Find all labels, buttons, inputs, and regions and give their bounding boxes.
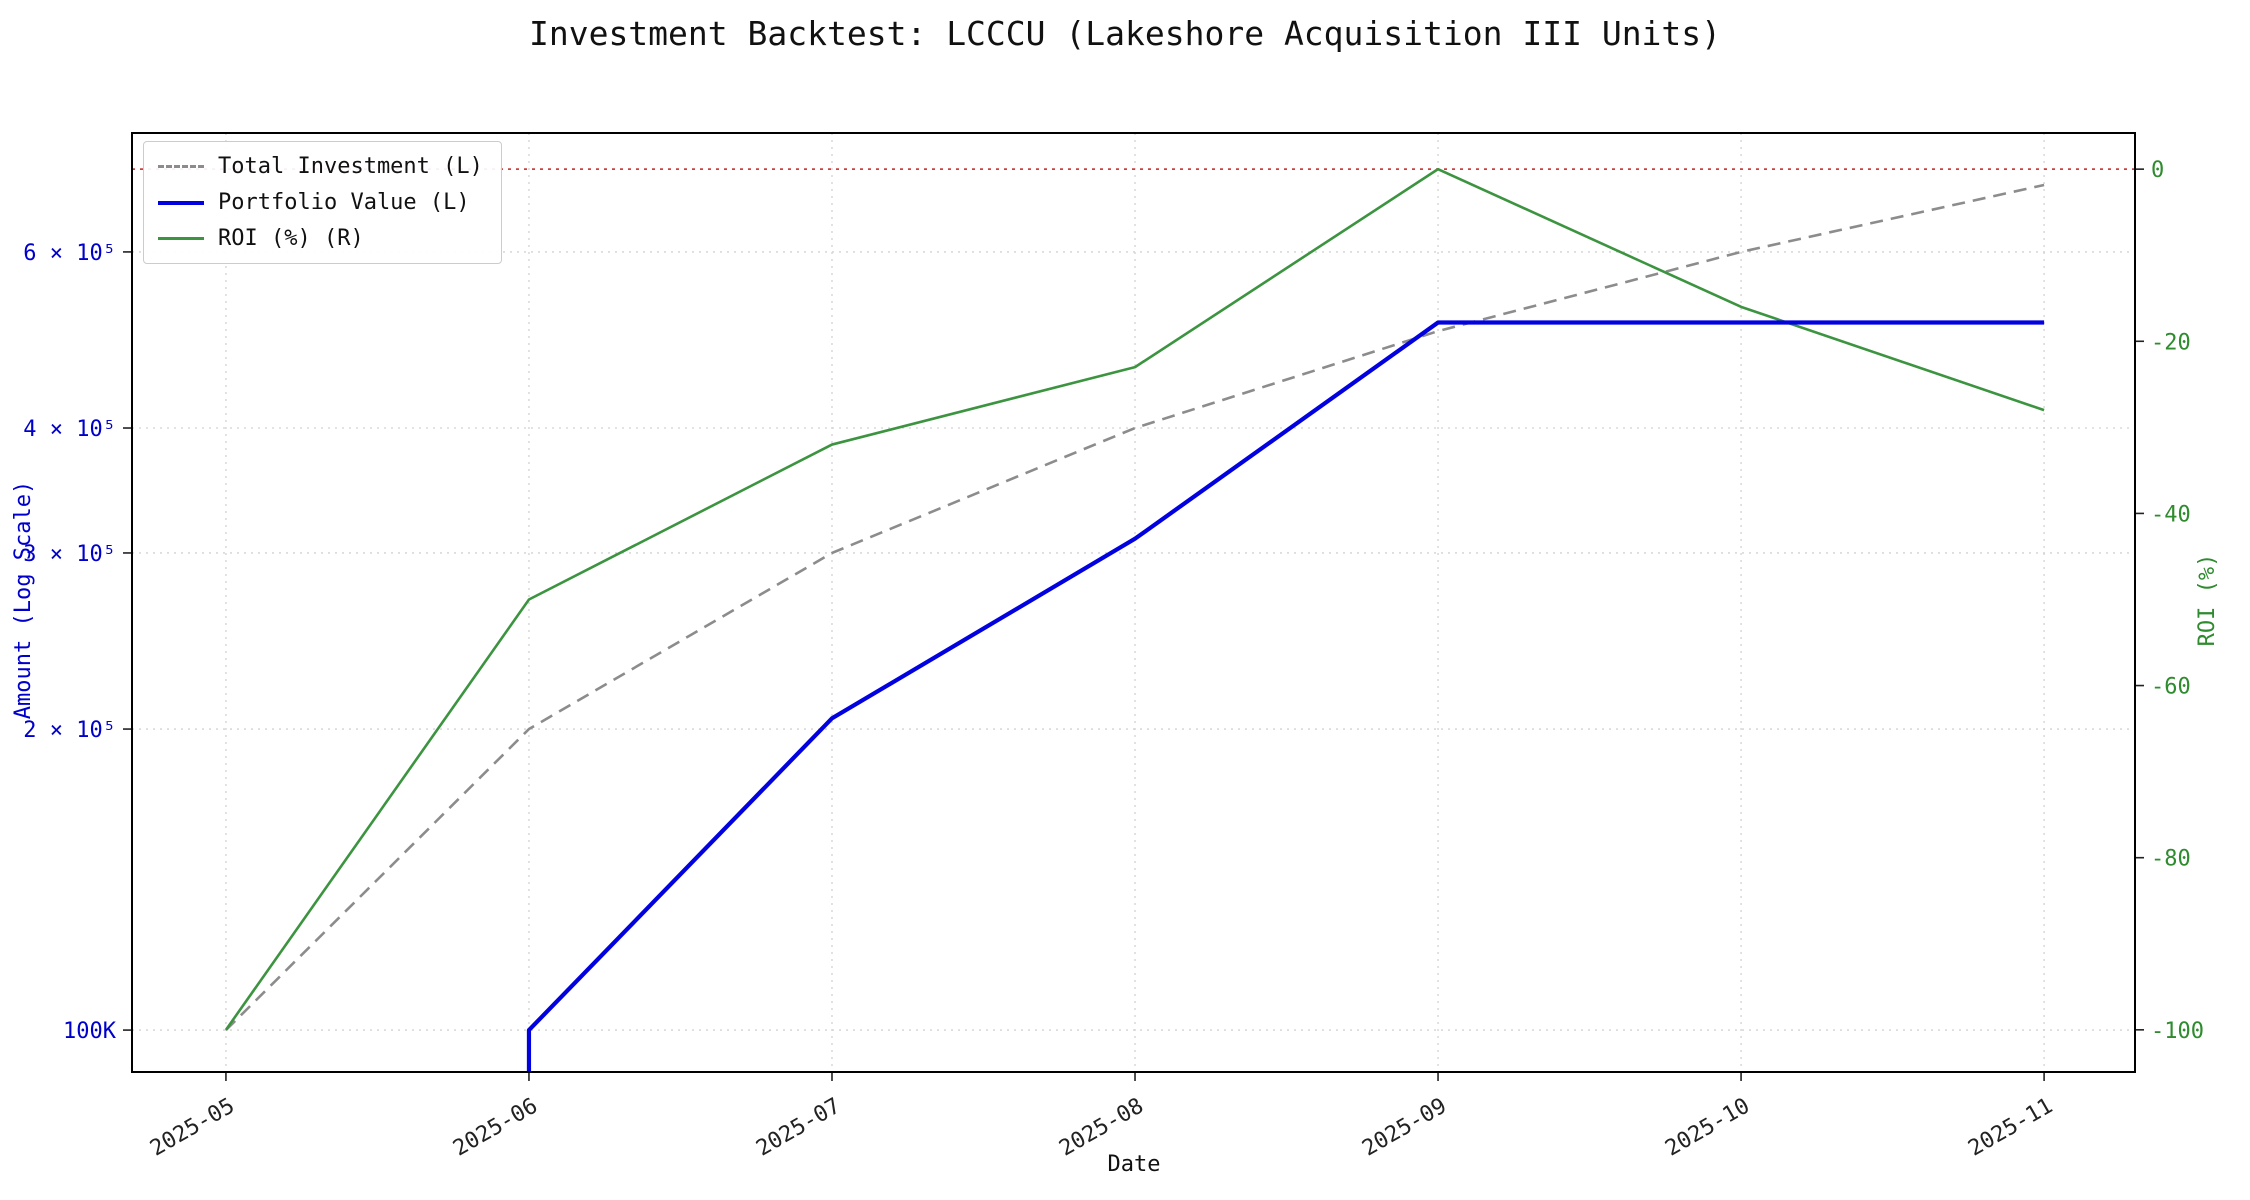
right-tick-label: -60: [2151, 675, 2191, 700]
legend-line-sample-dashed: [158, 165, 204, 168]
left-tick-label: 100K: [63, 1019, 117, 1044]
left-tick-label: 2 × 10⁵: [23, 718, 116, 743]
right-tick-label: -20: [2151, 330, 2191, 355]
chart-title: Investment Backtest: LCCCU (Lakeshore Ac…: [528, 14, 1722, 53]
right-tick-label: -80: [2151, 847, 2191, 872]
plot-border: [131, 132, 2136, 1073]
plot-background: [132, 133, 2135, 1072]
legend-label: Total Investment (L): [218, 154, 483, 179]
right-tick-label: -40: [2151, 502, 2191, 527]
left-tick-label: 6 × 10⁵: [23, 241, 116, 266]
x-tick-label: 2025-06: [449, 1094, 542, 1162]
x-tick-label: 2025-07: [752, 1094, 845, 1162]
series-line-total-investment-l: [225, 183, 2045, 1032]
right-tick-label: 0: [2151, 158, 2164, 183]
left-tick-label: 4 × 10⁵: [23, 417, 116, 442]
legend-label: Portfolio Value (L): [218, 190, 470, 215]
left-tick-label: 3 × 10⁵: [23, 542, 116, 567]
right-tick-label: -100: [2151, 1019, 2204, 1044]
legend-item-portfolio-value: Portfolio Value (L): [158, 190, 483, 215]
left-axis-label: Amount (Log Scale): [11, 480, 36, 720]
x-tick-label: 2025-10: [1661, 1094, 1754, 1162]
x-tick-label: 2025-11: [1964, 1094, 2057, 1162]
x-tick-label: 2025-09: [1358, 1094, 1451, 1162]
right-axis-label: ROI (%): [2195, 553, 2220, 647]
series-line-portfolio-value-l: [526, 320, 2045, 1072]
legend-line-sample-blue: [158, 200, 204, 205]
x-axis-label: Date: [1107, 1152, 1161, 1177]
x-tick-label: 2025-05: [146, 1094, 239, 1162]
legend-label: ROI (%) (R): [218, 226, 364, 251]
series-line-roi-r: [224, 167, 2045, 1031]
legend-item-total-investment: Total Investment (L): [158, 154, 483, 179]
legend-line-sample-green: [158, 237, 204, 240]
legend: Total Investment (L) Portfolio Value (L)…: [143, 141, 502, 264]
legend-item-roi: ROI (%) (R): [158, 226, 483, 251]
